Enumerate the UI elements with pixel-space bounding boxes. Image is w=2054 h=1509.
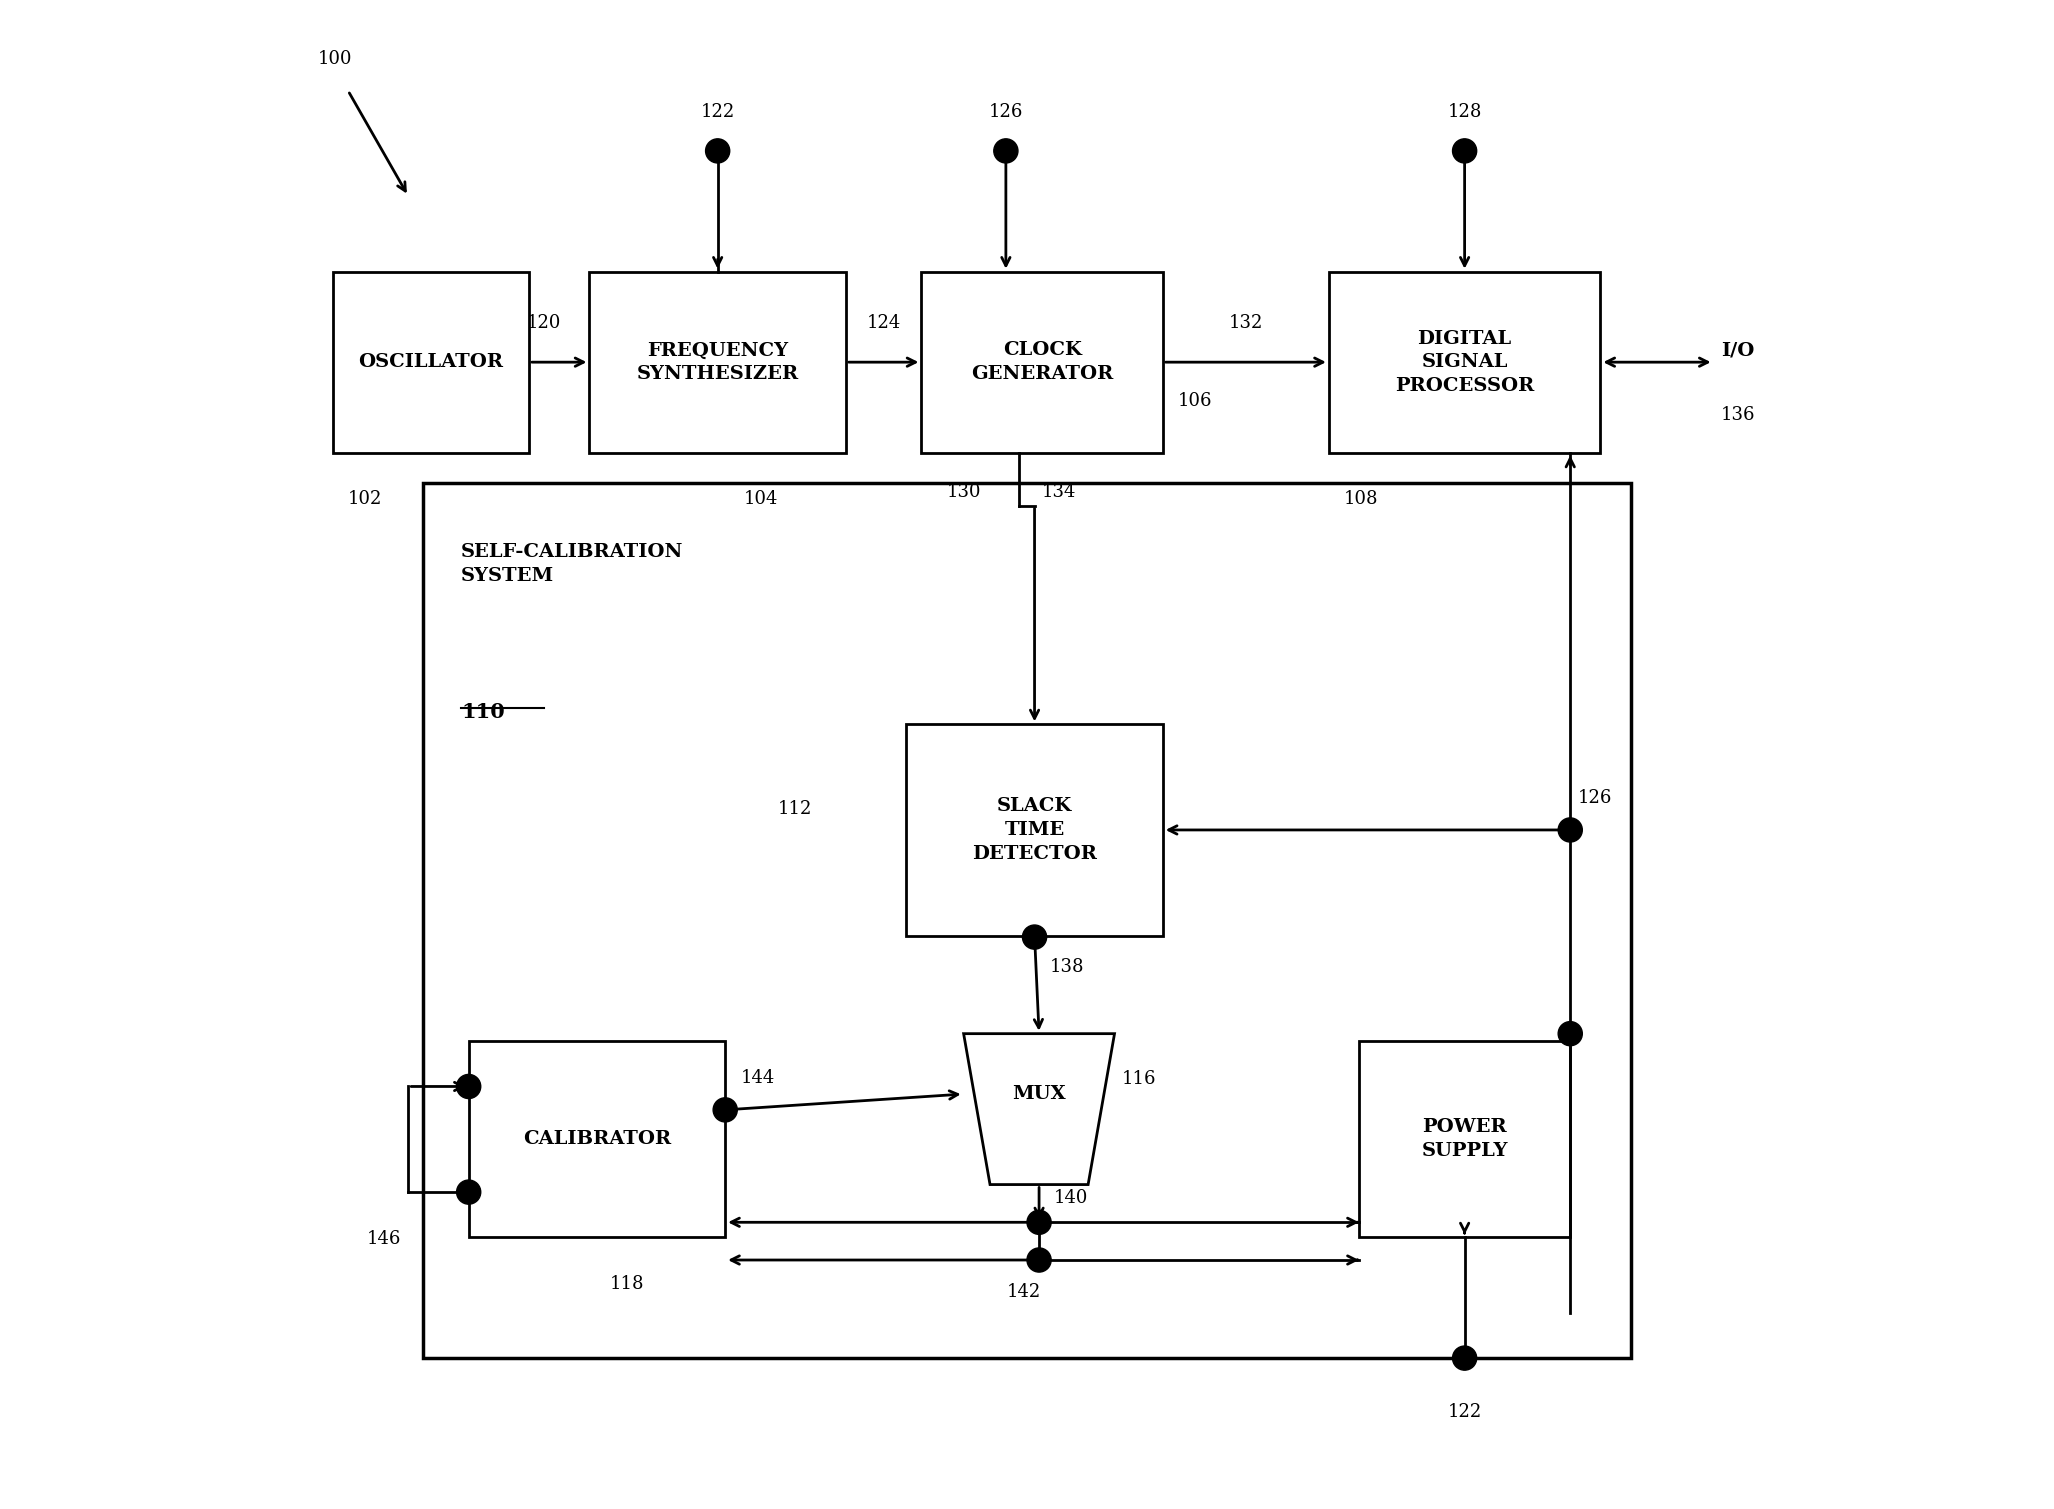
FancyBboxPatch shape (1329, 272, 1600, 453)
FancyBboxPatch shape (333, 272, 530, 453)
Text: 106: 106 (1177, 392, 1212, 410)
Circle shape (1452, 139, 1477, 163)
Text: 142: 142 (1006, 1283, 1041, 1301)
Text: 124: 124 (867, 314, 902, 332)
Text: 102: 102 (347, 490, 382, 509)
Text: 140: 140 (1054, 1189, 1089, 1207)
Text: MUX: MUX (1013, 1085, 1066, 1103)
Text: POWER
SUPPLY: POWER SUPPLY (1421, 1118, 1508, 1160)
FancyBboxPatch shape (468, 1041, 725, 1237)
FancyBboxPatch shape (1360, 1041, 1569, 1237)
Text: 136: 136 (1721, 406, 1756, 424)
Text: 108: 108 (1343, 490, 1378, 509)
Circle shape (1023, 925, 1048, 949)
FancyBboxPatch shape (589, 272, 846, 453)
Polygon shape (963, 1034, 1115, 1185)
Text: 144: 144 (739, 1070, 774, 1086)
Text: 126: 126 (988, 103, 1023, 121)
Text: FREQUENCY
SYNTHESIZER: FREQUENCY SYNTHESIZER (637, 341, 799, 383)
Text: CALIBRATOR: CALIBRATOR (524, 1130, 672, 1148)
Text: 138: 138 (1050, 958, 1085, 976)
Circle shape (1559, 818, 1582, 842)
Text: 132: 132 (1228, 314, 1263, 332)
Text: 118: 118 (610, 1275, 645, 1293)
Circle shape (456, 1180, 481, 1204)
Text: 120: 120 (528, 314, 561, 332)
Text: 146: 146 (366, 1230, 401, 1248)
Circle shape (1452, 1346, 1477, 1370)
Text: 112: 112 (778, 800, 813, 818)
Text: I/O: I/O (1721, 341, 1754, 359)
FancyBboxPatch shape (906, 724, 1163, 936)
Text: 116: 116 (1121, 1070, 1156, 1088)
Circle shape (1559, 1022, 1582, 1046)
Circle shape (994, 139, 1019, 163)
Text: 100: 100 (318, 50, 353, 68)
Text: DIGITAL
SIGNAL
PROCESSOR: DIGITAL SIGNAL PROCESSOR (1395, 329, 1534, 395)
Circle shape (1027, 1248, 1052, 1272)
Text: CLOCK
GENERATOR: CLOCK GENERATOR (972, 341, 1113, 383)
Text: 122: 122 (1448, 1403, 1481, 1421)
Text: SELF-CALIBRATION
SYSTEM: SELF-CALIBRATION SYSTEM (462, 543, 684, 585)
FancyBboxPatch shape (922, 272, 1163, 453)
Text: 110: 110 (462, 702, 505, 721)
Text: 126: 126 (1577, 789, 1612, 807)
Text: 128: 128 (1448, 103, 1481, 121)
Circle shape (1027, 1210, 1052, 1234)
Text: 122: 122 (700, 103, 735, 121)
Text: 104: 104 (744, 490, 778, 509)
Text: SLACK
TIME
DETECTOR: SLACK TIME DETECTOR (972, 797, 1097, 863)
Text: 130: 130 (947, 483, 982, 501)
Circle shape (713, 1097, 737, 1123)
Text: OSCILLATOR: OSCILLATOR (359, 353, 503, 371)
Circle shape (456, 1074, 481, 1099)
Text: 134: 134 (1041, 483, 1076, 501)
Circle shape (707, 139, 729, 163)
FancyBboxPatch shape (423, 483, 1631, 1358)
